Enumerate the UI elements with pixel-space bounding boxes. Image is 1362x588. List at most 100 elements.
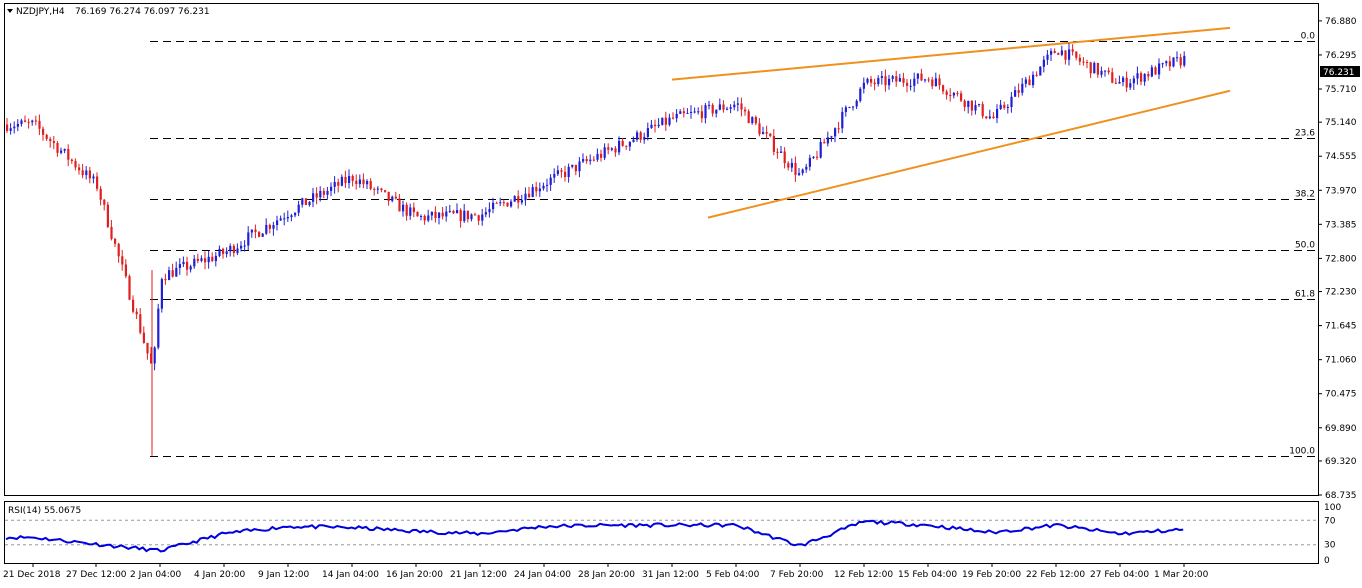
bear-candle bbox=[1125, 71, 1128, 92]
bull-candle bbox=[880, 70, 883, 85]
bull-candle bbox=[366, 179, 369, 190]
bear-candle bbox=[387, 191, 390, 206]
bull-candle bbox=[913, 72, 916, 93]
bull-candle bbox=[207, 250, 210, 269]
bull-candle bbox=[330, 182, 333, 197]
bear-candle bbox=[384, 190, 387, 193]
bear-candle bbox=[783, 147, 786, 169]
bear-candle bbox=[380, 187, 383, 193]
bull-candle bbox=[643, 132, 646, 144]
bull-candle bbox=[675, 109, 678, 123]
time-tick-label: 27 Feb 04:00 bbox=[1090, 570, 1149, 580]
bull-candle bbox=[1104, 70, 1107, 77]
fib-level-label: 100.0 bbox=[1289, 447, 1315, 457]
bear-candle bbox=[1057, 52, 1060, 56]
bull-candle bbox=[286, 210, 289, 222]
bull-candle bbox=[20, 118, 23, 127]
bear-candle bbox=[682, 107, 685, 118]
bear-candle bbox=[654, 119, 657, 133]
bull-candle bbox=[916, 73, 919, 84]
bull-candle bbox=[657, 118, 660, 129]
ohlc-values: 76.169 76.274 76.097 76.231 bbox=[75, 7, 210, 17]
bull-candle bbox=[1024, 76, 1027, 88]
bull-candle bbox=[852, 106, 855, 111]
bear-candle bbox=[128, 274, 131, 301]
bull-candle bbox=[866, 77, 869, 85]
bear-candle bbox=[769, 133, 772, 138]
bear-candle bbox=[927, 77, 930, 83]
bear-candle bbox=[258, 230, 261, 238]
time-tick-label: 31 Jan 12:00 bbox=[642, 570, 699, 580]
bull-candle bbox=[160, 277, 163, 313]
bull-candle bbox=[596, 148, 599, 162]
bull-candle bbox=[340, 174, 343, 187]
bear-candle bbox=[1147, 71, 1150, 81]
bear-candle bbox=[1154, 65, 1157, 75]
bear-candle bbox=[574, 164, 577, 176]
bear-candle bbox=[564, 165, 567, 182]
time-tick-label: 9 Jan 12:00 bbox=[258, 570, 310, 580]
price-tick-label: 76.295 bbox=[1325, 51, 1357, 61]
bear-candle bbox=[1071, 44, 1074, 56]
bear-candle bbox=[870, 76, 873, 87]
bear-candle bbox=[906, 79, 909, 93]
fib-level-label: 50.0 bbox=[1295, 241, 1315, 251]
symbol-menu-triangle-icon[interactable] bbox=[7, 9, 13, 13]
bull-candle bbox=[877, 75, 880, 87]
bear-candle bbox=[24, 115, 27, 123]
bull-candle bbox=[488, 202, 491, 218]
bull-candle bbox=[1172, 57, 1175, 68]
bear-candle bbox=[117, 242, 120, 263]
bear-candle bbox=[945, 89, 948, 100]
bull-candle bbox=[855, 99, 858, 109]
bull-candle bbox=[826, 131, 829, 147]
bull-candle bbox=[582, 153, 585, 163]
bear-candle bbox=[88, 166, 91, 184]
bull-candle bbox=[243, 240, 246, 252]
bear-candle bbox=[970, 100, 973, 116]
bear-candle bbox=[816, 150, 819, 160]
bear-candle bbox=[1017, 83, 1020, 98]
bull-candle bbox=[841, 107, 844, 134]
bull-candle bbox=[470, 213, 473, 222]
bull-candle bbox=[333, 176, 336, 194]
bear-candle bbox=[1086, 59, 1089, 69]
time-tick-label: 28 Jan 20:00 bbox=[578, 570, 635, 580]
bear-candle bbox=[664, 111, 667, 132]
bull-candle bbox=[236, 243, 239, 256]
bear-candle bbox=[222, 247, 225, 259]
bull-candle bbox=[1176, 51, 1179, 62]
bear-candle bbox=[6, 118, 9, 133]
bear-candle bbox=[1064, 50, 1067, 65]
bear-candle bbox=[52, 136, 55, 150]
rsi-tick-label: 100 bbox=[1324, 503, 1341, 513]
bull-candle bbox=[1010, 92, 1013, 113]
bear-candle bbox=[474, 212, 477, 216]
bull-candle bbox=[571, 164, 574, 169]
bear-candle bbox=[42, 126, 45, 141]
bear-candle bbox=[121, 250, 124, 271]
bear-candle bbox=[124, 259, 127, 279]
bear-candle bbox=[139, 308, 142, 335]
bull-candle bbox=[92, 173, 95, 184]
time-tick-label: 1 Mar 20:00 bbox=[1154, 570, 1209, 580]
time-tick-label: 12 Feb 12:00 bbox=[834, 570, 893, 580]
bull-candle bbox=[589, 154, 592, 165]
bear-candle bbox=[960, 90, 963, 103]
bear-candle bbox=[135, 308, 138, 320]
bear-candle bbox=[535, 181, 538, 197]
bear-candle bbox=[99, 186, 102, 206]
bear-candle bbox=[992, 112, 995, 119]
bear-candle bbox=[942, 84, 945, 95]
bull-candle bbox=[301, 197, 304, 208]
price-tick-label: 76.880 bbox=[1325, 17, 1357, 27]
bull-candle bbox=[1143, 73, 1146, 86]
price-tick-label: 71.645 bbox=[1325, 322, 1357, 332]
bull-candle bbox=[1161, 62, 1164, 68]
bull-candle bbox=[283, 212, 286, 226]
time-tick-label: 16 Jan 20:00 bbox=[386, 570, 443, 580]
bull-candle bbox=[834, 127, 837, 143]
bull-candle bbox=[492, 197, 495, 214]
bull-candle bbox=[848, 106, 851, 109]
